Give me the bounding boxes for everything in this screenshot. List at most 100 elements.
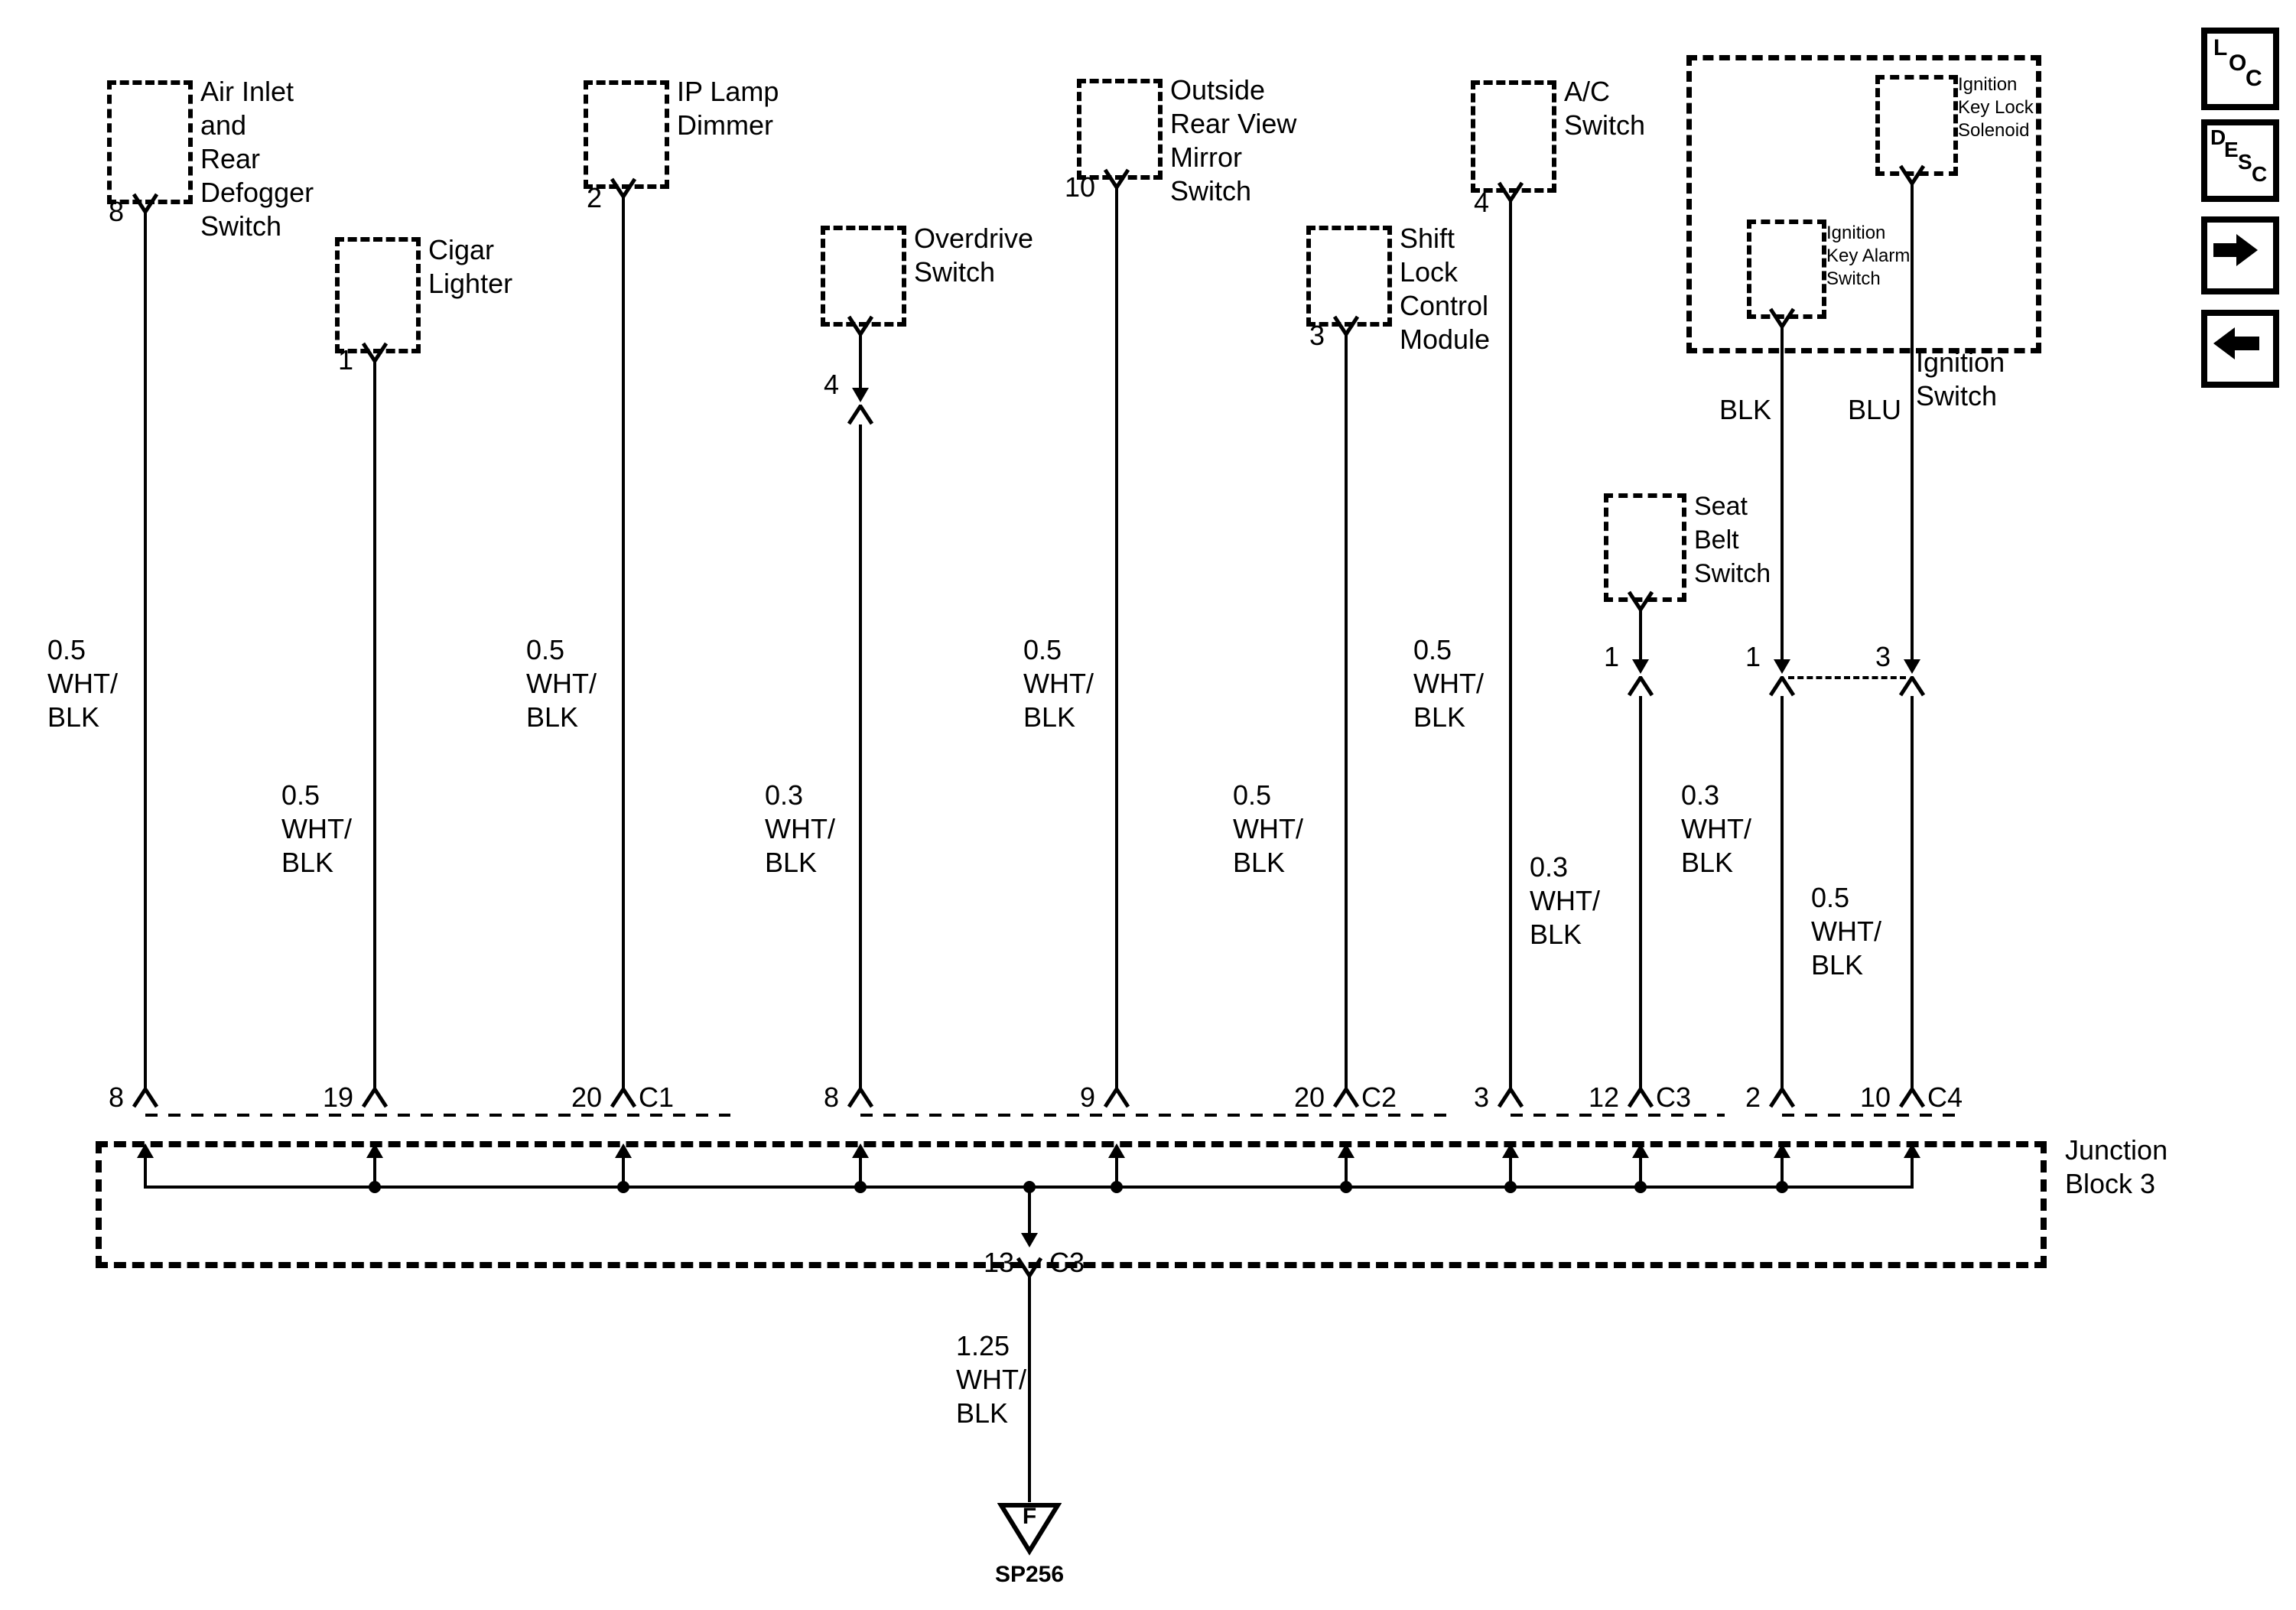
junction-connector-label: C3 — [1656, 1081, 1692, 1113]
junction-dot — [617, 1181, 629, 1193]
junction-connector-label: C1 — [639, 1081, 675, 1113]
junction-pin-label: 9 — [1079, 1081, 1095, 1113]
junction-pin-label: 2 — [1745, 1081, 1761, 1113]
prev-page-button[interactable] — [2201, 310, 2279, 388]
junction-output-gauge-label: 1.25 WHT/ BLK — [956, 1330, 1026, 1429]
junction-entry-fork-icon — [1627, 1088, 1654, 1108]
junction-entry-fork-icon — [847, 1088, 874, 1108]
junction-pin-label: 19 — [322, 1081, 353, 1113]
wire-segment — [1509, 200, 1512, 1092]
desc-letter: D — [2210, 125, 2226, 149]
junction-pin-arrow — [1911, 1156, 1914, 1189]
wire-segment — [1345, 334, 1348, 1092]
junction-pin-arrowhead-icon — [615, 1143, 632, 1158]
junction-pin-arrow — [622, 1156, 625, 1189]
label-overdrive-switch: Overdrive Switch — [914, 223, 1034, 288]
next-page-button[interactable] — [2201, 216, 2279, 294]
box-ac-switch — [1471, 80, 1556, 193]
wire-pin-label: 4 — [1473, 187, 1489, 218]
connector-fork-icon — [1497, 181, 1524, 202]
inline-connector-arrow-icon — [1632, 659, 1649, 674]
junction-pin-arrowhead-icon — [1774, 1143, 1790, 1158]
wire-pin-label: 3 — [1875, 641, 1891, 672]
junction-dot — [854, 1181, 867, 1193]
wire-pin-label: 10 — [1064, 171, 1095, 203]
label-wire-color-blk: BLK — [1719, 394, 1771, 425]
wire-gauge-label: 0.3 WHT/ BLK — [1530, 851, 1600, 950]
wire-pin-label: 4 — [823, 369, 839, 400]
junction-pin-arrow — [1115, 1156, 1118, 1189]
label-ignition-switch-caption: Ignition Switch — [1916, 346, 2005, 411]
loc-button[interactable]: L O C — [2201, 28, 2279, 110]
inline-connector-arrow-icon — [1774, 659, 1790, 674]
wire-gauge-label: 0.3 WHT/ BLK — [765, 779, 835, 878]
junction-pin-label: 10 — [1859, 1081, 1891, 1113]
box-junction-block-3 — [96, 1141, 2047, 1268]
inline-connector-fork-icon — [1768, 676, 1796, 697]
box-outside-rear-view-mirror-switch — [1077, 79, 1163, 180]
box-ip-lamp-dimmer — [584, 80, 669, 189]
connector-dash-line — [145, 1114, 730, 1117]
connector-fork-icon — [1103, 168, 1130, 189]
left-arrow-head — [2213, 327, 2235, 359]
label-ip-lamp-dimmer: IP Lamp Dimmer — [677, 76, 779, 141]
label-junction-block-3: Junction Block 3 — [2065, 1134, 2168, 1199]
junction-output-arrowhead-icon — [1021, 1233, 1038, 1247]
junction-pin-label: 20 — [1293, 1081, 1325, 1113]
wire-segment — [1115, 187, 1118, 1092]
label-ac-switch: A/C Switch — [1564, 76, 1646, 141]
wire-segment — [144, 212, 147, 1092]
wire-segment — [1911, 696, 1914, 1092]
junction-entry-fork-icon — [1768, 1088, 1796, 1108]
junction-entry-fork-icon — [132, 1088, 159, 1108]
wire-segment — [1911, 184, 1914, 661]
right-arrow-icon — [2213, 243, 2238, 257]
wire-gauge-label: 0.3 WHT/ BLK — [1681, 779, 1751, 878]
junction-connector-label: C2 — [1361, 1081, 1397, 1113]
junction-dot — [369, 1181, 381, 1193]
junction-pin-arrow — [1639, 1156, 1642, 1189]
desc-button[interactable]: D E S C — [2201, 119, 2279, 202]
junction-pin-arrow — [373, 1156, 376, 1189]
junction-pin-arrow — [1345, 1156, 1348, 1189]
connector-fork-icon — [610, 177, 637, 198]
junction-pin-label: 12 — [1588, 1081, 1619, 1113]
junction-pin-arrowhead-icon — [137, 1143, 154, 1158]
wire-gauge-label: 0.5 WHT/ BLK — [526, 634, 597, 733]
wire-segment — [622, 197, 625, 1092]
junction-pin-label: 20 — [571, 1081, 602, 1113]
wire-segment — [373, 361, 376, 1092]
box-overdrive-switch — [821, 226, 906, 327]
right-arrow-head — [2236, 234, 2258, 266]
wire-pin-label: 1 — [1745, 641, 1761, 672]
junction-output-connector-label: C3 — [1049, 1247, 1085, 1278]
wire-gauge-label: 0.5 WHT/ BLK — [1233, 779, 1303, 878]
junction-pin-arrowhead-icon — [1338, 1143, 1355, 1158]
junction-pin-arrow — [1781, 1156, 1784, 1189]
label-cigar-lighter: Cigar Lighter — [428, 234, 513, 299]
junction-entry-fork-icon — [610, 1088, 637, 1108]
junction-pin-arrow — [1509, 1156, 1512, 1189]
box-air-inlet-rear-defogger-switch — [107, 80, 193, 204]
wire-pin-label: 8 — [108, 196, 124, 227]
wire-segment — [1639, 696, 1642, 1092]
desc-letter: C — [2252, 162, 2268, 186]
loc-letter: L — [2213, 35, 2228, 60]
splice-fuse-letter: F — [1022, 1504, 1037, 1529]
box-cigar-lighter — [335, 237, 421, 353]
wire-gauge-label: 0.5 WHT/ BLK — [1413, 634, 1484, 733]
splice-id-label: SP256 — [994, 1562, 1065, 1587]
connector-fork-icon — [132, 193, 159, 213]
junction-pin-label: 3 — [1473, 1081, 1489, 1113]
loc-letter: O — [2229, 50, 2247, 76]
wire-segment — [859, 424, 862, 1092]
junction-dot — [1634, 1181, 1647, 1193]
box-ignition-key-alarm-switch — [1747, 220, 1826, 319]
inline-connector-fork-icon — [1898, 676, 1926, 697]
junction-pin-arrowhead-icon — [1632, 1143, 1649, 1158]
junction-entry-fork-icon — [1103, 1088, 1130, 1108]
connector-fork-icon — [1898, 164, 1926, 185]
connector-fork-icon — [847, 315, 874, 336]
wire-gauge-label: 0.5 WHT/ BLK — [1811, 882, 1881, 981]
